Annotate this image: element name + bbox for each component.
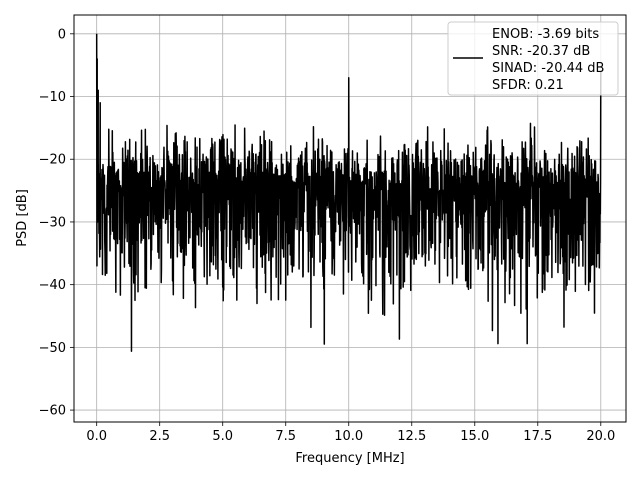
x-tick-label: 2.5 bbox=[149, 429, 170, 444]
y-tick-label: −50 bbox=[39, 341, 66, 356]
legend-snr: SNR: -20.37 dB bbox=[492, 44, 590, 59]
x-tick-label: 5.0 bbox=[212, 429, 233, 444]
legend-enob: ENOB: -3.69 bits bbox=[492, 27, 599, 42]
x-tick-label: 15.0 bbox=[460, 429, 489, 444]
x-axis-ticks: 0.0 2.5 5.0 7.5 10.0 12.5 15.0 17.5 20.0 bbox=[86, 422, 615, 444]
y-tick-label: 0 bbox=[58, 27, 66, 42]
x-tick-label: 7.5 bbox=[275, 429, 296, 444]
y-tick-label: −20 bbox=[39, 153, 66, 168]
y-tick-label: −10 bbox=[39, 90, 66, 105]
plot-area bbox=[95, 33, 602, 352]
x-tick-label: 12.5 bbox=[397, 429, 426, 444]
y-axis-label: PSD [dB] bbox=[15, 189, 30, 247]
y-axis-ticks: 0 −10 −20 −30 −40 −50 −60 bbox=[39, 27, 74, 419]
y-tick-label: −30 bbox=[39, 215, 66, 230]
psd-series-line bbox=[95, 33, 602, 352]
legend-box bbox=[447, 21, 619, 96]
y-tick-label: −60 bbox=[39, 404, 66, 419]
x-axis-label: Frequency [MHz] bbox=[295, 451, 404, 466]
x-tick-label: 17.5 bbox=[523, 429, 552, 444]
x-tick-label: 20.0 bbox=[586, 429, 615, 444]
x-tick-label: 10.0 bbox=[334, 429, 363, 444]
legend: ENOB: -3.69 bits SNR: -20.37 dB SINAD: -… bbox=[447, 21, 619, 96]
x-tick-label: 0.0 bbox=[86, 429, 107, 444]
legend-sinad: SINAD: -20.44 dB bbox=[492, 61, 604, 76]
y-tick-label: −40 bbox=[39, 278, 66, 293]
axes-frame bbox=[73, 14, 627, 423]
legend-sfdr: SFDR: 0.21 bbox=[492, 78, 564, 93]
